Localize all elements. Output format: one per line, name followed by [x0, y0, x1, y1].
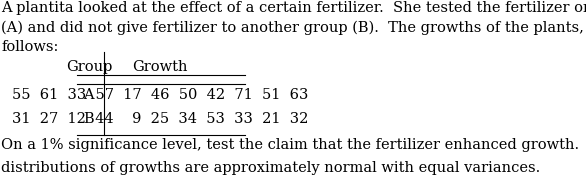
Text: 55  61  33  57  17  46  50  42  71  51  63: 55 61 33 57 17 46 50 42 71 51 63	[12, 88, 308, 102]
Text: A: A	[84, 88, 94, 102]
Text: distributions of growths are approximately normal with equal variances.: distributions of growths are approximate…	[1, 161, 541, 175]
Text: Group: Group	[66, 60, 112, 74]
Text: follows:: follows:	[1, 41, 59, 55]
Text: 31  27  12  44    9  25  34  53  33  21  32: 31 27 12 44 9 25 34 53 33 21 32	[12, 112, 308, 126]
Text: B: B	[84, 112, 94, 126]
Text: (A) and did not give fertilizer to another group (B).  The growths of the plants: (A) and did not give fertilizer to anoth…	[1, 21, 586, 35]
Text: A plantita looked at the effect of a certain fertilizer.  She tested the fertili: A plantita looked at the effect of a cer…	[1, 1, 586, 15]
Text: Growth: Growth	[132, 60, 188, 74]
Text: On a 1% significance level, test the claim that the fertilizer enhanced growth. : On a 1% significance level, test the cla…	[1, 138, 586, 152]
